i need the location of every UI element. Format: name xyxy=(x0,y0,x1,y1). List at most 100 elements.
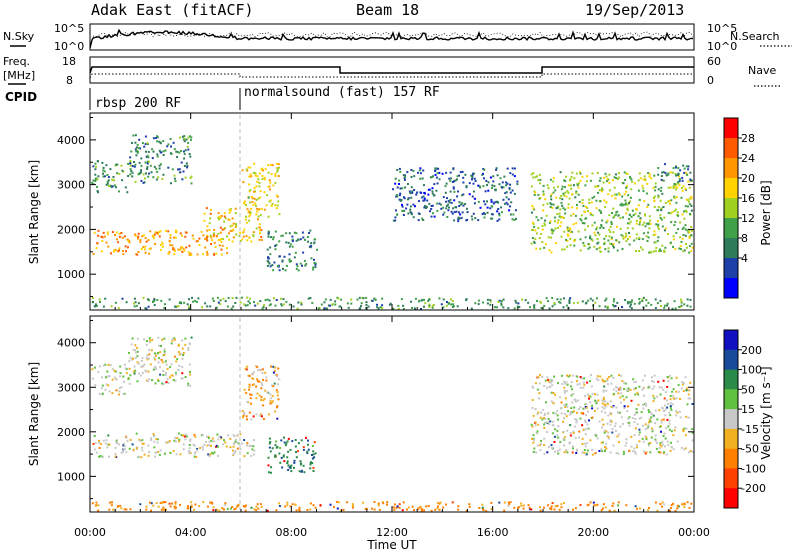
power-data-cell xyxy=(235,296,238,299)
power-data-cell xyxy=(206,305,209,308)
vel-data-cell xyxy=(115,378,118,381)
power-data-cell xyxy=(183,140,186,143)
power-data-cell xyxy=(142,234,145,237)
vel-data-cell xyxy=(572,432,575,434)
power-data-cell xyxy=(603,176,605,179)
power-data-cell xyxy=(178,151,181,154)
vel-data-cell xyxy=(187,348,190,351)
vel-data-cell xyxy=(667,444,670,447)
vel-data-cell xyxy=(573,410,575,413)
power-data-cell xyxy=(477,303,480,306)
vel-data-cell xyxy=(691,428,694,431)
vel-data-cell xyxy=(630,435,633,438)
vel-data-cell xyxy=(155,502,158,505)
power-data-cell xyxy=(277,200,280,203)
power-data-cell xyxy=(685,171,688,174)
vel-data-cell xyxy=(295,451,297,454)
vel-data-cell xyxy=(398,503,401,506)
power-data-cell xyxy=(474,180,477,182)
vel-data-cell xyxy=(168,502,171,505)
colorbar-segment xyxy=(724,428,738,450)
power-data-cell xyxy=(662,179,665,182)
power-data-cell xyxy=(274,248,277,251)
power-data-cell xyxy=(359,307,362,310)
power-data-cell xyxy=(529,306,531,309)
power-data-cell xyxy=(591,197,594,200)
power-data-cell xyxy=(560,194,563,197)
power-data-cell xyxy=(246,208,249,211)
power-data-cell xyxy=(605,297,608,300)
power-data-cell xyxy=(436,209,439,212)
power-data-cell xyxy=(171,244,174,247)
power-data-cell xyxy=(281,259,284,262)
vel-data-cell xyxy=(549,507,552,510)
vel-data-cell xyxy=(248,383,251,386)
power-data-cell xyxy=(626,184,628,187)
power-data-cell xyxy=(438,202,441,205)
power-data-cell xyxy=(374,298,377,301)
vel-data-cell xyxy=(233,435,236,438)
power-data-cell xyxy=(486,206,489,209)
vel-data-cell xyxy=(122,380,125,383)
vel-data-cell xyxy=(136,361,139,364)
power-data-cell xyxy=(269,246,272,249)
vel-data-cell xyxy=(532,441,535,444)
power-data-cell xyxy=(253,190,255,193)
power-data-cell xyxy=(613,193,616,196)
vel-data-cell xyxy=(268,446,271,449)
vel-data-cell xyxy=(272,371,275,374)
power-data-cell xyxy=(513,218,516,221)
power-data-cell xyxy=(302,251,305,254)
vel-data-cell xyxy=(260,381,263,384)
vel-data-cell xyxy=(576,375,579,378)
vel-data-cell xyxy=(288,466,291,469)
vel-data-cell xyxy=(190,505,193,508)
vel-data-cell xyxy=(129,438,132,441)
power-data-cell xyxy=(577,186,580,189)
vel-data-cell xyxy=(148,450,150,453)
vel-data-cell xyxy=(275,446,278,449)
power-data-cell xyxy=(483,216,486,219)
vel-data-cell xyxy=(274,444,277,447)
power-data-cell xyxy=(691,179,693,182)
vel-data-cell xyxy=(531,437,533,440)
vel-data-cell xyxy=(186,507,189,510)
vel-data-cell xyxy=(656,509,659,512)
power-data-cell xyxy=(288,232,291,235)
power-data-cell xyxy=(255,204,257,207)
vel-data-cell xyxy=(108,455,110,458)
power-data-cell xyxy=(224,217,227,220)
power-data-cell xyxy=(509,172,512,175)
vel-data-cell xyxy=(246,444,248,447)
vel-data-cell xyxy=(567,410,569,413)
vel-data-cell xyxy=(125,451,128,454)
vel-data-cell xyxy=(120,451,123,454)
power-data-cell xyxy=(125,250,127,253)
colorbar-frame xyxy=(723,117,739,299)
power-data-cell xyxy=(576,183,579,186)
power-data-cell xyxy=(438,297,441,300)
power-data-cell xyxy=(445,182,448,185)
vel-data-cell xyxy=(533,439,535,442)
vel-data-cell xyxy=(583,451,586,454)
power-data-cell xyxy=(137,237,139,240)
vel-data-cell xyxy=(507,504,510,507)
vel-data-cell xyxy=(543,506,545,509)
colorbar-segment xyxy=(724,198,738,219)
vel-data-cell xyxy=(242,505,245,508)
vel-data-cell xyxy=(583,377,586,380)
power-data-cell xyxy=(259,196,262,199)
vel-data-cell xyxy=(293,459,296,462)
power-data-cell xyxy=(408,190,411,193)
vel-data-cell xyxy=(148,341,151,344)
power-data-cell xyxy=(309,297,312,300)
power-data-cell xyxy=(483,168,486,171)
power-data-cell xyxy=(494,189,497,192)
power-data-cell xyxy=(629,305,632,308)
vel-data-cell xyxy=(245,368,248,371)
power-data-cell xyxy=(616,249,619,252)
vel-data-cell xyxy=(289,505,292,508)
power-data-cell xyxy=(681,187,683,189)
power-data-cell xyxy=(501,211,503,214)
power-data-cell xyxy=(152,237,155,240)
